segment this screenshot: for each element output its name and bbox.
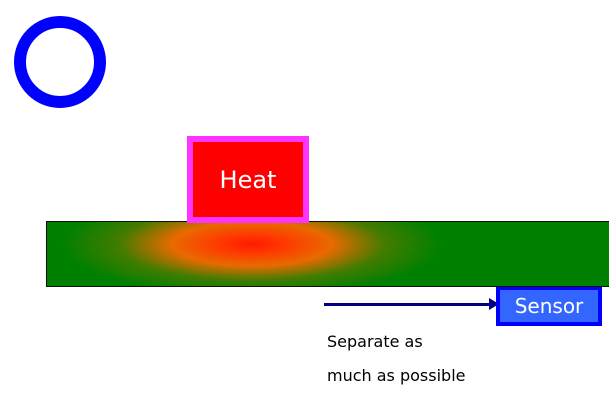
note-line-2: much as possible bbox=[327, 366, 466, 385]
circuit-board bbox=[46, 221, 609, 287]
arrow-head-icon bbox=[489, 298, 499, 310]
circle-mark-icon bbox=[14, 16, 106, 108]
heat-source-box: Heat bbox=[187, 136, 309, 223]
arrow-line bbox=[324, 303, 492, 306]
separation-note: Separate as much as possible bbox=[327, 325, 465, 393]
sensor-box: Sensor bbox=[496, 286, 602, 326]
sensor-label: Sensor bbox=[514, 294, 584, 318]
note-line-1: Separate as bbox=[327, 332, 423, 351]
heat-label: Heat bbox=[219, 165, 277, 194]
